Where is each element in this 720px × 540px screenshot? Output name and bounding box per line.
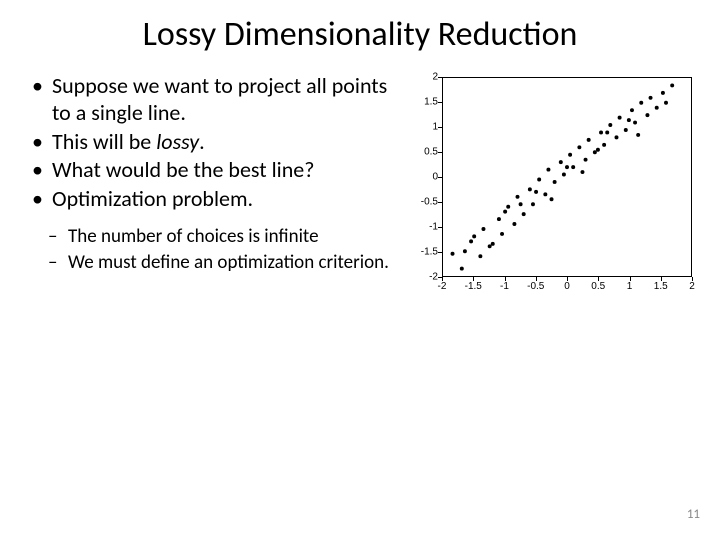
x-tick-label: -0.5 bbox=[527, 281, 544, 292]
y-tick-label: -1 bbox=[410, 222, 438, 233]
bullet-item: Optimization problem. bbox=[38, 186, 402, 213]
bullet-list: Suppose we want to project all points to… bbox=[20, 73, 402, 213]
sub-bullet-list: The number of choices is infinite We mus… bbox=[20, 225, 402, 275]
y-tick-label: -0.5 bbox=[410, 197, 438, 208]
x-tick-label: -2 bbox=[438, 281, 447, 292]
bullet-item: Suppose we want to project all points to… bbox=[38, 73, 402, 127]
bullet-emph: lossy bbox=[156, 128, 199, 155]
bullet-text: . bbox=[199, 128, 205, 155]
x-tick-label: -1.5 bbox=[465, 281, 482, 292]
bullet-item: What would be the best line? bbox=[38, 157, 402, 184]
sub-bullet-item: We must define an optimization criterion… bbox=[54, 251, 402, 275]
y-tick-label: 0.5 bbox=[410, 147, 438, 158]
x-tick-label: 0 bbox=[564, 281, 570, 292]
slide-title: Lossy Dimensionality Reduction bbox=[0, 0, 720, 55]
bullet-item: This will be lossy. bbox=[38, 129, 402, 156]
x-tick-label: -1 bbox=[500, 281, 509, 292]
y-tick-label: -2 bbox=[410, 272, 438, 283]
content-row: Suppose we want to project all points to… bbox=[0, 55, 720, 303]
scatter-chart: -2 -1.5 -1 -0.5 0 0.5 1 1.5 2 -2 -1.5 -1 -0.5 0 0.5 1 1.… bbox=[410, 73, 700, 303]
sub-bullet-item: The number of choices is infinite bbox=[54, 225, 402, 249]
y-tick-label: 2 bbox=[410, 72, 438, 83]
y-tick-label: -1.5 bbox=[410, 247, 438, 258]
x-tick-label: 2 bbox=[689, 281, 695, 292]
page-number: 11 bbox=[687, 507, 700, 522]
x-tick-label: 0.5 bbox=[591, 281, 605, 292]
bullet-text: This will be bbox=[52, 128, 156, 155]
y-tick-label: 1.5 bbox=[410, 97, 438, 108]
x-tick-label: 1 bbox=[627, 281, 633, 292]
text-column: Suppose we want to project all points to… bbox=[20, 73, 410, 303]
y-tick-label: 1 bbox=[410, 122, 438, 133]
x-tick-label: 1.5 bbox=[654, 281, 668, 292]
chart-plot-area bbox=[442, 77, 692, 277]
y-tick-label: 0 bbox=[410, 172, 438, 183]
chart-svg bbox=[443, 78, 691, 276]
